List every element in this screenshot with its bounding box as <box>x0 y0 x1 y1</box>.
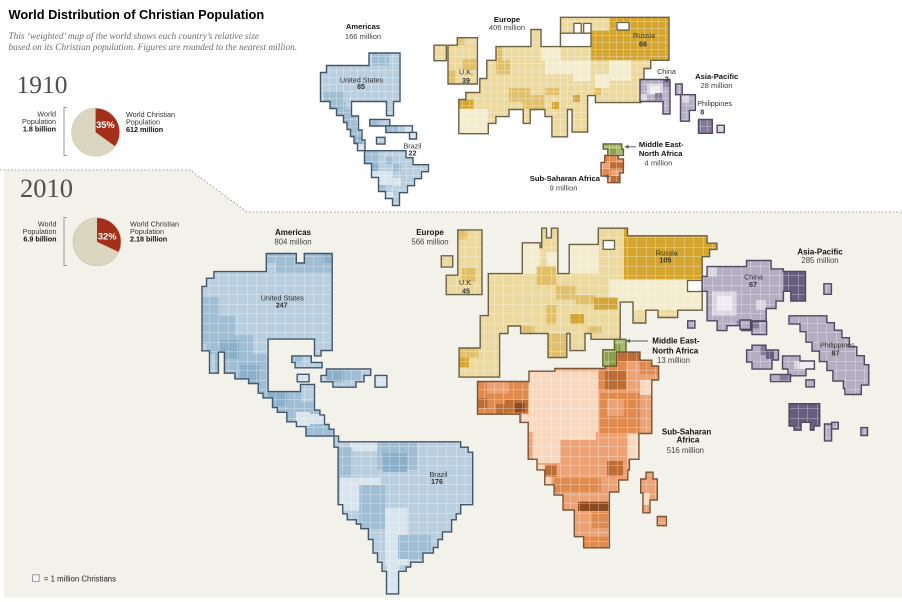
svg-text:2.18 billion: 2.18 billion <box>130 234 167 243</box>
svg-text:285 million: 285 million <box>801 256 838 265</box>
svg-text:105: 105 <box>659 255 671 264</box>
svg-text:North Africa: North Africa <box>639 149 683 158</box>
svg-text:Russia: Russia <box>656 248 678 257</box>
svg-text:67: 67 <box>749 280 757 289</box>
svg-text:Population: Population <box>130 227 164 236</box>
svg-text:39: 39 <box>462 76 470 85</box>
svg-text:13 million: 13 million <box>657 356 690 365</box>
svg-text:612 million: 612 million <box>126 125 163 134</box>
svg-text:9 million: 9 million <box>550 183 578 192</box>
svg-text:Population: Population <box>22 117 56 126</box>
svg-text:U.K.: U.K. <box>459 68 473 77</box>
svg-text:32%: 32% <box>98 232 117 242</box>
svg-text:247: 247 <box>276 300 288 309</box>
svg-text:World: World <box>37 109 56 118</box>
svg-text:U.K.: U.K. <box>459 278 473 287</box>
svg-text:66: 66 <box>639 40 647 49</box>
svg-text:Africa: Africa <box>677 436 700 445</box>
svg-text:Americas: Americas <box>346 22 380 31</box>
svg-text:Europe: Europe <box>416 228 444 237</box>
svg-text:Sub-Saharan: Sub-Saharan <box>662 428 711 437</box>
svg-text:85: 85 <box>357 82 365 91</box>
svg-text:406 million: 406 million <box>489 23 525 32</box>
svg-text:United States: United States <box>340 75 384 84</box>
svg-text:8: 8 <box>700 108 704 117</box>
svg-text:1.8 billion: 1.8 billion <box>23 124 56 133</box>
svg-text:Americas: Americas <box>275 228 312 237</box>
svg-text:North Africa: North Africa <box>652 346 698 355</box>
svg-text:= 1 million Christians: = 1 million Christians <box>44 574 116 583</box>
svg-text:176: 176 <box>431 477 443 486</box>
svg-text:28 million: 28 million <box>700 81 732 90</box>
svg-text:804 million: 804 million <box>274 238 311 247</box>
svg-text:87: 87 <box>832 349 840 358</box>
svg-text:Russia: Russia <box>633 31 655 40</box>
svg-text:Brazil: Brazil <box>430 470 448 479</box>
svg-text:4 million: 4 million <box>645 159 673 168</box>
svg-text:Population: Population <box>23 227 57 236</box>
svg-text:Population: Population <box>126 117 160 126</box>
svg-text:Middle East-: Middle East- <box>652 336 699 345</box>
svg-text:Middle East-: Middle East- <box>639 140 684 149</box>
svg-text:Brazil: Brazil <box>404 142 422 151</box>
svg-text:World Christian: World Christian <box>126 110 175 119</box>
svg-text:Philippines: Philippines <box>697 99 732 108</box>
svg-text:516 million: 516 million <box>667 446 704 455</box>
svg-text:United States: United States <box>261 293 305 302</box>
svg-text:35%: 35% <box>96 120 115 130</box>
svg-text:6.9 billion: 6.9 billion <box>23 234 56 243</box>
svg-text:22: 22 <box>409 149 417 158</box>
svg-text:2: 2 <box>665 75 669 84</box>
svg-text:566 million: 566 million <box>411 238 448 247</box>
svg-text:Sub-Saharan Africa: Sub-Saharan Africa <box>530 174 601 183</box>
svg-text:China: China <box>657 67 676 76</box>
svg-text:China: China <box>744 272 763 281</box>
svg-text:Asia-Pacific: Asia-Pacific <box>695 72 738 81</box>
svg-text:Europe: Europe <box>494 15 520 24</box>
svg-text:166 million: 166 million <box>345 32 381 41</box>
svg-text:World Christian: World Christian <box>130 219 179 228</box>
svg-text:Philippines: Philippines <box>820 340 855 349</box>
svg-text:45: 45 <box>462 287 470 296</box>
svg-text:Asia-Pacific: Asia-Pacific <box>797 247 843 256</box>
svg-text:World: World <box>38 219 57 228</box>
